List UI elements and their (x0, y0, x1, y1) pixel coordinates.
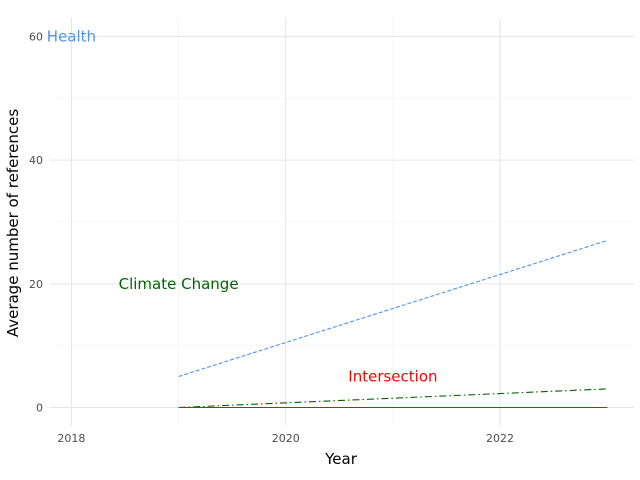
minor-gridlines (50, 18, 634, 426)
x-tick-label: 2020 (272, 432, 300, 445)
y-tick-label: 20 (29, 278, 43, 291)
x-axis-ticks: 2018 2020 2022 (57, 432, 514, 445)
x-tick-label: 2022 (486, 432, 514, 445)
series-line-health (178, 239, 608, 378)
y-tick-label: 60 (29, 31, 43, 44)
y-tick-label: 0 (36, 401, 43, 414)
y-axis-ticks: 0 20 40 60 (29, 31, 43, 415)
y-axis-title: Average number of references (4, 109, 22, 338)
x-axis-title: Year (324, 450, 358, 468)
x-tick-label: 2018 (57, 432, 85, 445)
annotation-label: Intersection (348, 368, 437, 386)
series-layer (178, 239, 608, 409)
annotation-label: Health (47, 28, 96, 46)
annotation-layer: Health Climate Change Intersection (47, 28, 438, 386)
y-tick-label: 40 (29, 154, 43, 167)
annotation-label: Climate Change (119, 275, 239, 293)
